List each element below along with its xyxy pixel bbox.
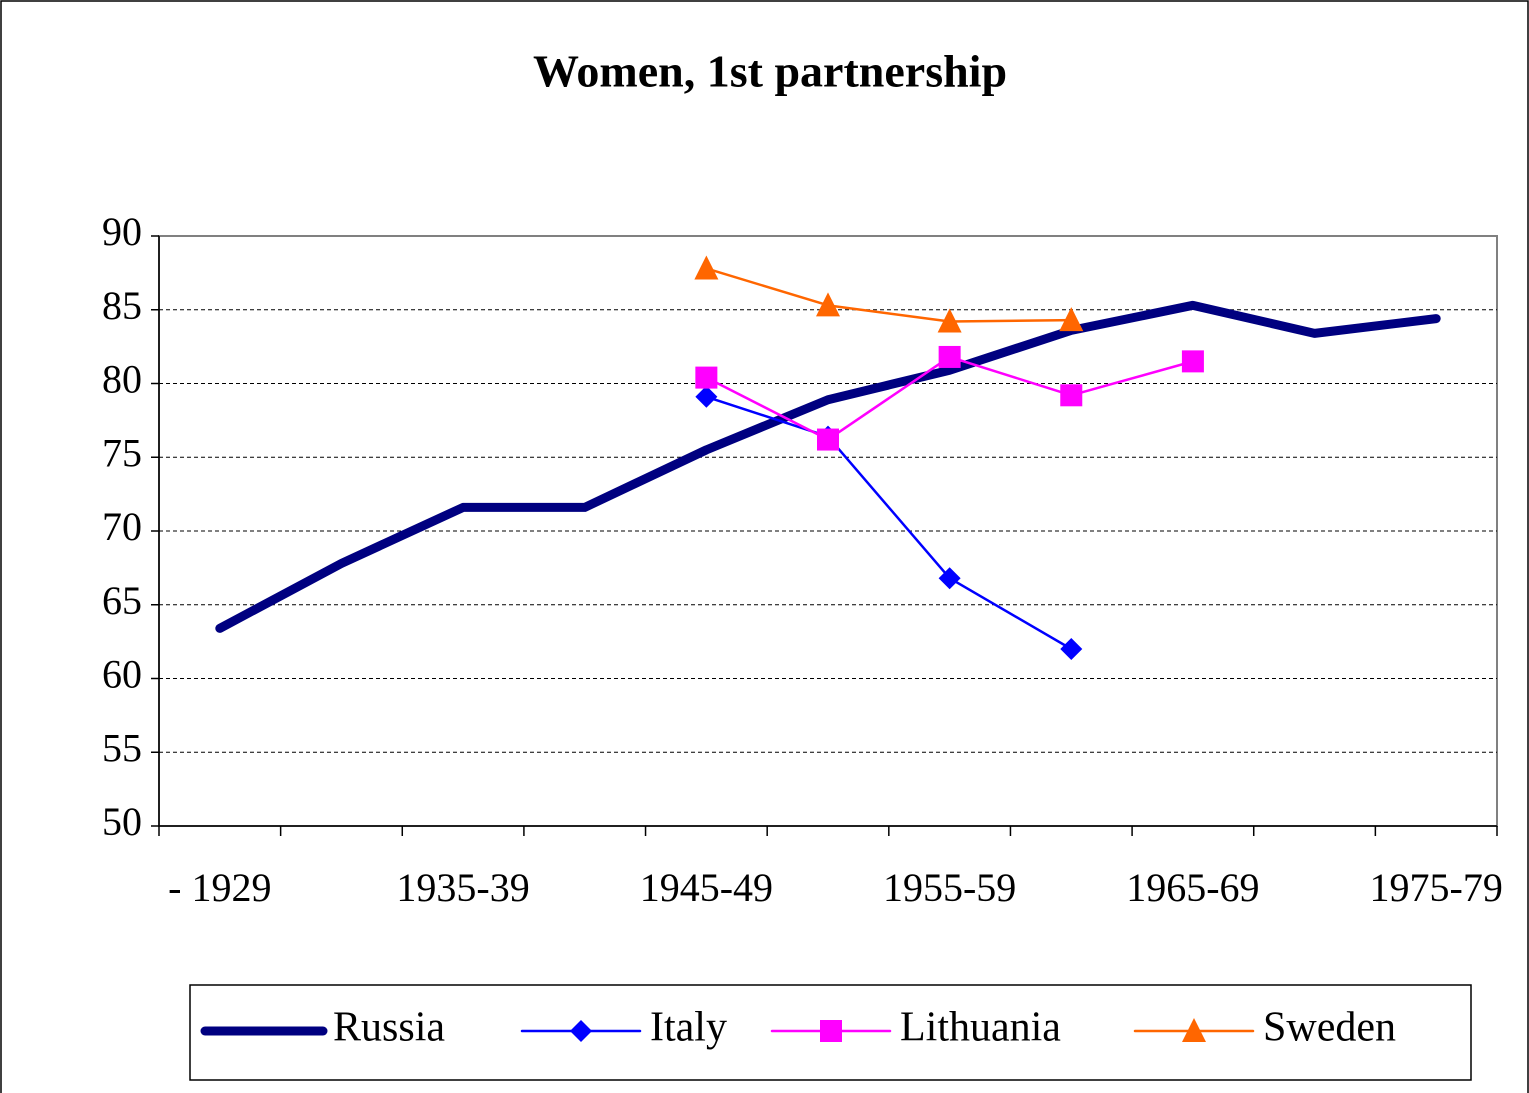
y-tick-label: 70 bbox=[102, 504, 142, 549]
legend-marker bbox=[570, 1020, 592, 1042]
y-tick-label: 55 bbox=[102, 725, 142, 770]
data-point bbox=[938, 345, 961, 368]
data-point bbox=[816, 292, 840, 317]
y-tick-label: 50 bbox=[102, 799, 142, 844]
data-point bbox=[938, 567, 961, 590]
y-tick-label: 60 bbox=[102, 652, 142, 697]
legend-marker bbox=[820, 1020, 842, 1042]
data-point bbox=[937, 308, 962, 333]
data-point bbox=[1060, 638, 1083, 660]
x-tick-label: 1935-39 bbox=[396, 865, 529, 910]
data-point bbox=[1060, 384, 1083, 407]
legend-label: Italy bbox=[650, 1005, 727, 1051]
x-tick-label: - 1929 bbox=[168, 865, 271, 910]
data-point bbox=[695, 385, 718, 408]
x-tick-label: 1945-49 bbox=[640, 865, 773, 910]
chart-title: Women, 1st partnership bbox=[533, 46, 1007, 97]
data-point bbox=[1181, 350, 1204, 373]
legend-label: Lithuania bbox=[900, 1005, 1061, 1051]
x-tick-label: 1975-79 bbox=[1370, 865, 1503, 910]
x-tick-label: 1955-59 bbox=[883, 865, 1016, 910]
legend-label: Sweden bbox=[1263, 1005, 1396, 1051]
x-tick-label: 1965-69 bbox=[1126, 865, 1259, 910]
series-line bbox=[705, 395, 1073, 651]
data-point bbox=[817, 428, 839, 451]
legend-label: Russia bbox=[333, 1005, 445, 1051]
data-point bbox=[1059, 307, 1084, 332]
series-line bbox=[705, 267, 1073, 323]
legend-marker bbox=[1182, 1018, 1206, 1042]
y-tick-label: 90 bbox=[102, 209, 142, 254]
y-tick-label: 85 bbox=[102, 283, 142, 328]
y-tick-label: 75 bbox=[102, 430, 142, 475]
data-point bbox=[695, 366, 718, 389]
data-point bbox=[694, 255, 719, 280]
y-tick-label: 65 bbox=[102, 578, 142, 623]
y-tick-label: 80 bbox=[102, 357, 142, 402]
series-line bbox=[215, 300, 1441, 633]
